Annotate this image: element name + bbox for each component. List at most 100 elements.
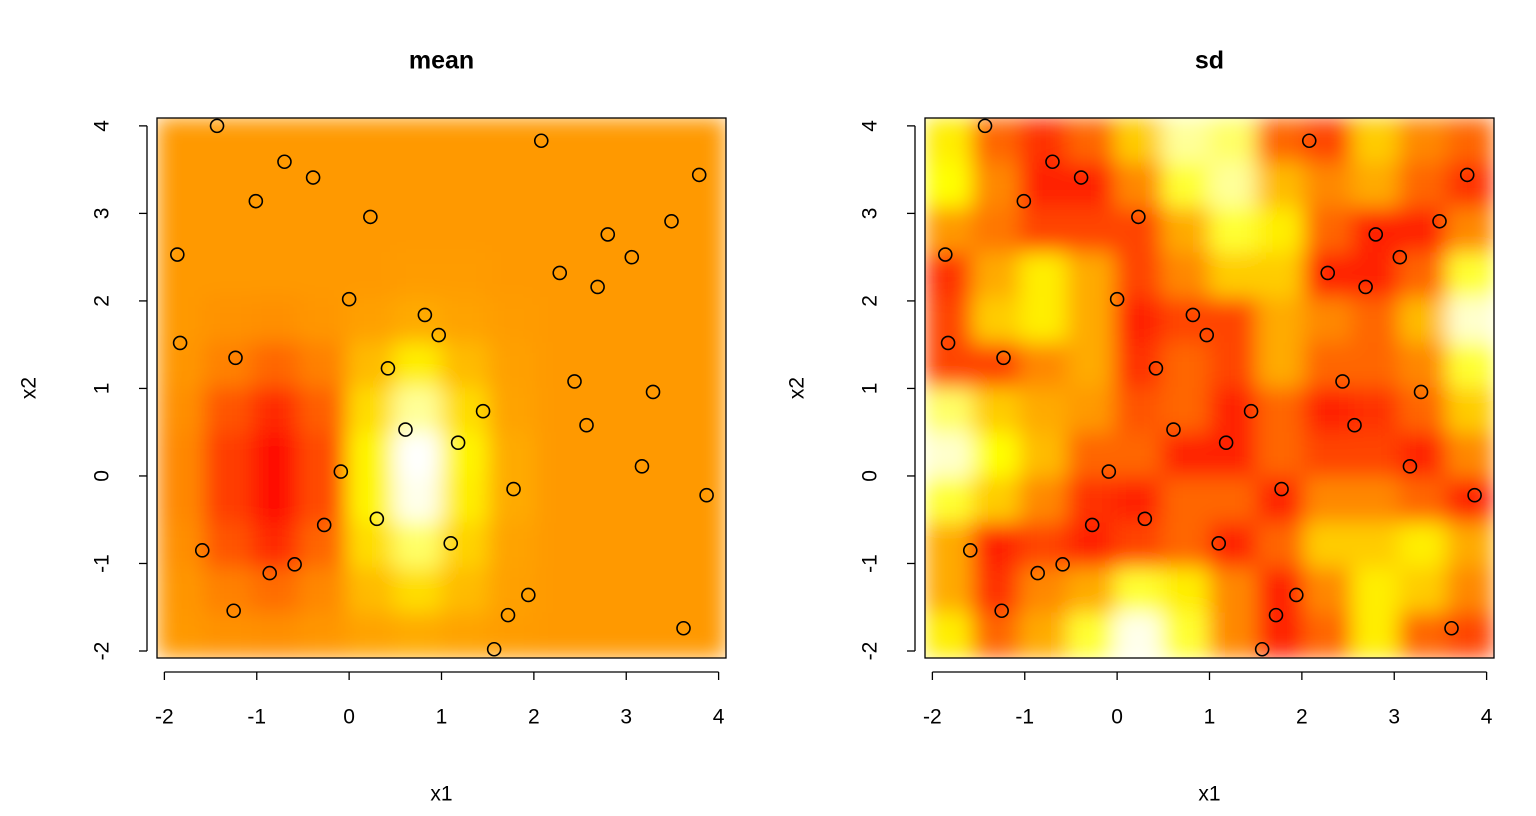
heatmap-cell [1209, 477, 1258, 524]
data-point [1185, 307, 1201, 323]
heatmap-cell [583, 252, 632, 299]
heatmap-cell [157, 162, 205, 209]
heatmap-cell [535, 162, 585, 209]
heatmap-cell [583, 522, 632, 569]
heatmap-cell [1066, 387, 1116, 434]
heatmap-cell [298, 342, 348, 389]
heatmap-cell [393, 522, 442, 569]
data-point [172, 335, 188, 351]
data-point [209, 118, 225, 134]
heatmap-cell [1114, 522, 1163, 569]
y-tick-label: 3 [91, 208, 114, 220]
heatmap-cell [298, 118, 348, 164]
heatmap-cell [488, 207, 537, 254]
data-point [486, 641, 502, 657]
data-point [363, 209, 378, 225]
heatmap-cell [630, 118, 680, 164]
x-tick-label: 3 [620, 706, 632, 729]
heatmap-cell [1114, 207, 1163, 254]
heatmap-cell [393, 252, 442, 299]
x-tick-label: 3 [1388, 706, 1400, 729]
x-tick-label: 4 [1481, 706, 1493, 729]
heatmap-cell [393, 342, 442, 389]
heatmap-cell [393, 207, 442, 254]
heatmap-cell [1209, 252, 1258, 299]
heatmap-cell [630, 477, 680, 524]
heatmap-cell [157, 567, 205, 614]
heatmap-cell [583, 162, 632, 209]
heatmap-cell [971, 207, 1021, 254]
heatmap-cell [971, 118, 1021, 164]
heatmap-cell [925, 567, 973, 614]
heatmap-cell [678, 567, 726, 614]
heatmap-cell [1114, 162, 1163, 209]
heatmap-cell [346, 342, 395, 389]
data-point [170, 247, 185, 262]
heatmap-cell [1066, 297, 1116, 344]
x-tick-label: -2 [923, 706, 942, 729]
heatmap-cell [678, 162, 726, 209]
data-point [1016, 193, 1032, 209]
heatmap-cell [1114, 118, 1163, 164]
heatmap-cell [1398, 612, 1448, 658]
heatmap-cell [488, 118, 537, 164]
heatmap-cell [678, 522, 726, 569]
heatmap-cell [1256, 252, 1305, 299]
data-point [1218, 435, 1234, 451]
heatmap-cell [346, 252, 395, 299]
data-point [1045, 154, 1060, 170]
heatmap-cell [535, 387, 585, 434]
data-point [1030, 565, 1045, 581]
heatmap-cell [203, 522, 253, 569]
heatmap-cell [441, 207, 490, 254]
y-tick-label: -2 [859, 642, 882, 661]
heatmap-cell [678, 612, 726, 658]
y-tick-label: -1 [91, 554, 114, 573]
heatmap-cell [1066, 522, 1116, 569]
data-point [341, 291, 357, 307]
heatmap-cell [441, 252, 490, 299]
heatmap-cell [971, 612, 1021, 658]
heatmap-cell [1019, 297, 1068, 344]
heatmap-cell [535, 297, 585, 344]
heatmap-cell [1019, 477, 1068, 524]
heatmap-cell [393, 297, 442, 344]
x-tick-label: 2 [1296, 706, 1308, 729]
heatmap-cell [203, 118, 253, 164]
heatmap-cell [1351, 522, 1400, 569]
heatmap-cell [251, 297, 300, 344]
heatmap-cell [1209, 162, 1258, 209]
heatmap-cell [971, 162, 1021, 209]
data-point [443, 536, 459, 551]
heatmap-cell [535, 612, 585, 658]
y-tick-label: 1 [859, 383, 882, 395]
heatmap-cell [1066, 342, 1116, 389]
heatmap-cell [535, 118, 585, 164]
heatmap-cell [157, 477, 205, 524]
heatmap-cell [1398, 297, 1448, 344]
heatmap-cell [1256, 118, 1305, 164]
x-tick-label: 1 [436, 706, 448, 729]
heatmap-cell [441, 522, 490, 569]
data-point [1335, 374, 1350, 389]
heatmap-cell [1351, 567, 1400, 614]
plot-frame [924, 117, 1495, 659]
x-tick-label: 1 [1204, 706, 1216, 729]
data-point [431, 327, 447, 343]
heatmap-cell [1303, 522, 1353, 569]
y-tick-label: 2 [859, 295, 882, 307]
heatmap-cell [1351, 207, 1400, 254]
heatmap-cell [1209, 118, 1258, 164]
heatmap-cell [1161, 118, 1210, 164]
heatmap-cell [1398, 567, 1448, 614]
heatmap-cell [583, 477, 632, 524]
y-tick-label: 2 [91, 295, 114, 307]
data-point [552, 265, 568, 281]
heatmap-cell [1209, 387, 1258, 434]
data-point [380, 361, 396, 376]
heatmap-cell [441, 162, 490, 209]
heatmap-cell [203, 612, 253, 658]
heatmap-cell [1114, 567, 1163, 614]
heatmap [157, 118, 726, 658]
